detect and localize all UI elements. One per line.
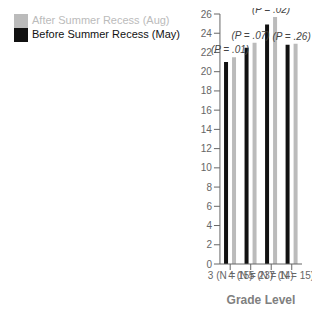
svg-text:0: 0: [206, 259, 212, 270]
svg-text:16: 16: [201, 105, 213, 116]
svg-text:8: 8: [206, 182, 212, 193]
svg-text:12: 12: [201, 143, 213, 154]
html-text:Before Summer Recess (May): Before Summer Recess (May): [32, 28, 180, 41]
svg-text:22: 22: [200, 47, 212, 58]
svg-text:2: 2: [206, 239, 212, 250]
svg-text:(P = .02): (P = .02): [252, 8, 290, 15]
svg-text:26: 26: [201, 9, 213, 20]
svg-text:(P = .01): (P = .01): [211, 44, 249, 55]
svg-text:18: 18: [201, 85, 213, 96]
svg-text:4: 4: [206, 220, 212, 231]
svg-text:24: 24: [201, 28, 213, 39]
svg-text:6: 6: [206, 201, 212, 212]
svg-text:14: 14: [201, 124, 213, 135]
svg-text:(P = .26): (P = .26): [272, 31, 310, 42]
html-text:After Summer Recess (Aug): After Summer Recess (Aug): [32, 14, 170, 26]
svg-text:10: 10: [201, 162, 213, 173]
svg-text:7 (N = 15): 7 (N = 15): [269, 270, 312, 281]
svg-text:Grade Level: Grade Level: [227, 293, 296, 307]
svg-text:20: 20: [201, 66, 213, 77]
svg-text:(P = .07): (P = .07): [231, 30, 269, 41]
